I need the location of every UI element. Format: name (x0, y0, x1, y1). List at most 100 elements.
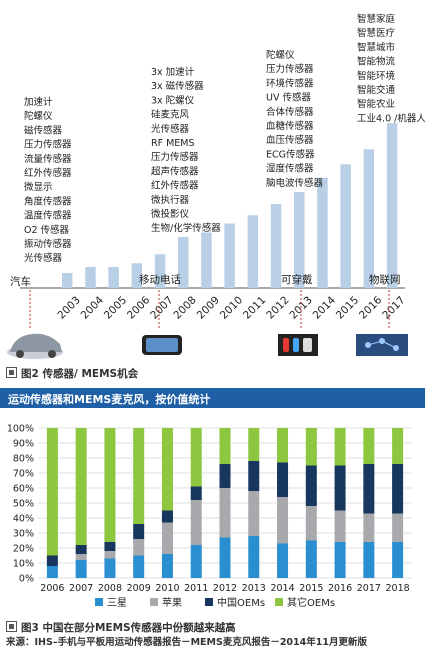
fig1-annotation-item: 陀螺仪 (266, 49, 295, 61)
fig1-bars (20, 123, 405, 289)
fig1-year-label: 2012 (264, 294, 291, 321)
fig3-x-tick: 2015 (299, 583, 323, 594)
fig3-segment-2010 (161, 510, 173, 523)
fig1-annotation-item: 红外传感器 (151, 180, 199, 192)
fig1-annotation-item: 压力传感器 (151, 151, 199, 163)
fig3-y-tick: 70% (13, 469, 34, 480)
fig1-annotation-item: 工业4.0 /机器人 (357, 112, 425, 124)
fig1-year-label: 2011 (241, 294, 268, 321)
fig1-bar-2016 (363, 149, 375, 288)
fig3-segment-2015 (305, 506, 317, 541)
fig3-segment-2018 (392, 464, 404, 514)
fig3-segment-2014 (277, 428, 289, 463)
fig3-x-tick: 2009 (127, 583, 151, 594)
fig3-segment-2007 (75, 545, 87, 554)
fig3-segment-2017 (363, 513, 375, 542)
fig3-segment-2016 (334, 542, 346, 578)
fig3-y-tick: 90% (13, 439, 34, 450)
fig1-annotation-item: 环境传感器 (266, 77, 314, 89)
fig3-segment-2009 (133, 428, 145, 524)
fig1-annotation-item: 磁传感器 (24, 124, 63, 136)
fig1-year-label: 2003 (55, 294, 82, 321)
fig3-x-tick: 2013 (242, 583, 266, 594)
fig3-legend: 三星 苹果 中国OEMs 其它OEMs (95, 596, 335, 609)
fig3-segment-2017 (363, 542, 375, 578)
fig3-y-tick: 0% (19, 574, 34, 585)
fig1-bar-2012 (270, 204, 282, 288)
fig1-annotation-item: 3x 磁传感器 (151, 80, 204, 92)
fig1-annotation-item: 智慧医疗 (357, 27, 396, 39)
fig1-annotation-item: 陀螺仪 (24, 110, 53, 122)
fig3-legend-label: 其它OEMs (287, 596, 335, 609)
fig1-annotation-item: 智慧家庭 (357, 13, 396, 25)
figure-icon (6, 621, 17, 632)
fig1-bar-2005 (108, 267, 119, 288)
fig3-title: 运动传感器和MEMS麦克风，按价值统计 (8, 393, 211, 406)
fig1-bar-2003 (62, 273, 73, 288)
fig1-annotation-item: 超声传感器 (151, 165, 199, 177)
fig1-year-labels: 2003200420052006200720082009201020112012… (55, 294, 407, 322)
fig1-annotation-item: 加速计 (24, 96, 53, 108)
fig3-segment-2018 (392, 542, 404, 578)
fig1-annotation-item: 流量传感器 (24, 153, 72, 165)
fig3-segment-2011 (190, 545, 202, 578)
fig3-legend-label: 中国OEMs (217, 596, 265, 609)
fig3-y-tick: 10% (13, 559, 34, 570)
fig3-segment-2007 (75, 560, 87, 578)
fig3-legend-swatch (150, 598, 158, 606)
sensor-opportunity-chart: 2003200420052006200720082009201020112012… (7, 13, 425, 359)
fig1-year-label: 2009 (195, 294, 222, 321)
figure-icon (6, 367, 17, 378)
fig1-year-label: 2005 (102, 294, 129, 321)
fig3-y-tick: 100% (7, 424, 34, 435)
fig3-segment-2012 (219, 428, 231, 464)
fig3-segment-2008 (104, 542, 116, 551)
fig3-y-tick: 60% (13, 484, 34, 495)
fig1-annotation-item: O2 传感器 (24, 224, 70, 236)
smartphone-illustration (142, 335, 182, 355)
fig1-annotation-item: 微显示 (24, 181, 53, 193)
fig1-annotation-item: 光传感器 (151, 123, 190, 135)
fig1-annotations: 加速计陀螺仪磁传感器压力传感器流量传感器红外传感器微显示角度传感器温度传感器O2… (24, 13, 425, 264)
fig3-segment-2013 (248, 461, 260, 491)
fig1-annotation-item: 振动传感器 (24, 238, 72, 250)
fig1-annotation-item: 压力传感器 (24, 139, 72, 151)
fig1-year-label: 2008 (171, 294, 198, 321)
fig3-segment-2012 (219, 464, 231, 488)
fig3-segment-2015 (305, 465, 317, 506)
source-note: 来源：IHS–手机与平板用运动传感器报告－MEMS麦克风报告－2014年11月更… (6, 637, 367, 648)
fig1-bar-2010 (224, 223, 235, 288)
fig3-segment-2009 (133, 555, 145, 578)
fig1-bar-2004 (85, 267, 96, 288)
fig1-milestones: 汽车 移动电话 可穿戴 物联网 (10, 273, 401, 330)
fig1-annotation-item: UV 传感器 (266, 92, 311, 104)
fig1-bar-2013 (294, 192, 305, 288)
fig3-segment-2008 (104, 551, 116, 559)
fig1-annotation-item: 红外传感器 (24, 167, 72, 179)
fig3-segment-2015 (305, 428, 317, 466)
fig1-year-label: 2014 (311, 294, 339, 322)
fig1-annotation-item: 智能交通 (357, 84, 396, 96)
fig1-milestone-label: 汽车 (10, 275, 31, 288)
fig1-milestone-label: 物联网 (369, 273, 401, 286)
fig3-segment-2008 (104, 428, 116, 542)
fig3-segment-2016 (334, 465, 346, 511)
fig3-segment-2008 (104, 558, 116, 578)
fig1-annotation-item: 3x 陀螺仪 (151, 94, 195, 106)
fig1-annotation-item: 智能环境 (357, 70, 396, 82)
fig1-annotation-item: 微执行器 (151, 194, 190, 206)
fig3-segment-2013 (248, 428, 260, 461)
fig1-annotation-item: 血糖传感器 (266, 120, 314, 132)
mems-share-chart: 0%10%20%30%40%50%60%70%80%90%100% 2006 20… (7, 424, 412, 609)
fig1-milestone-label: 可穿戴 (281, 273, 313, 286)
fig3-x-tick: 2017 (357, 583, 381, 594)
fig3-segment-2013 (248, 491, 260, 536)
fig3-segment-2007 (75, 554, 87, 560)
fig1-annotation-item: 合体传感器 (266, 106, 314, 118)
fig3-segment-2010 (161, 554, 173, 578)
figure-3-caption: 图3 中国在部分MEMS传感器中份额越来越高 (6, 620, 236, 635)
fig3-segment-2018 (392, 428, 404, 464)
fig3-segment-2009 (133, 524, 145, 539)
fig3-segment-2015 (305, 540, 317, 578)
fig3-segment-2006 (46, 555, 58, 566)
